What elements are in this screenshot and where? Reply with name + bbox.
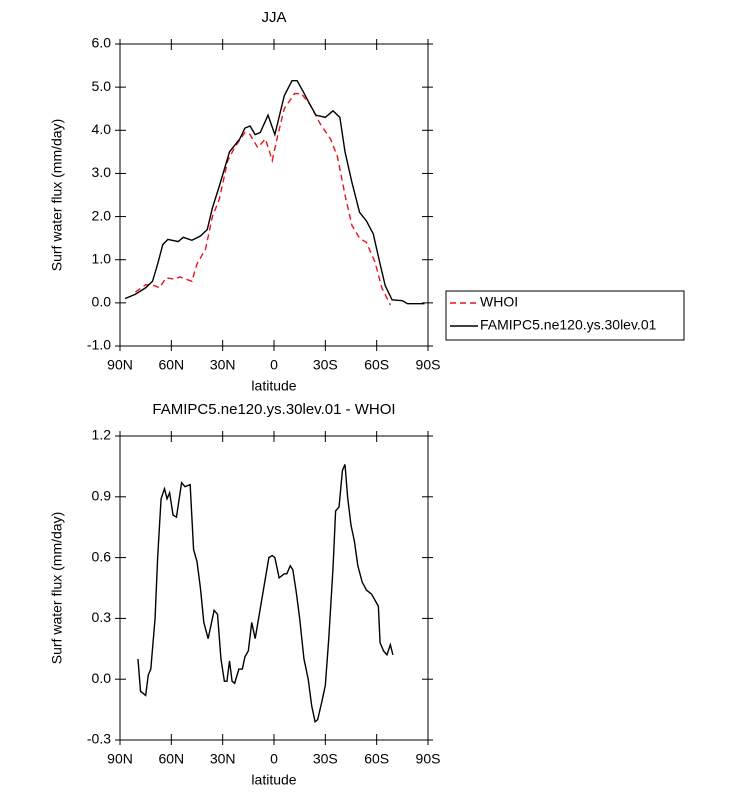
y-tick-label: 0.0	[92, 294, 112, 310]
plot-frame	[119, 435, 429, 741]
data-line	[134, 92, 391, 306]
y-tick-label: 0.6	[92, 548, 112, 564]
x-tick-label: 90N	[107, 751, 133, 767]
x-tick-label: 60N	[158, 357, 184, 373]
x-tick-label: 30N	[210, 357, 236, 373]
x-tick-label: 30N	[210, 751, 236, 767]
x-tick-label: 90S	[416, 357, 441, 373]
y-axis-label: Surf water flux (mm/day)	[49, 512, 65, 664]
y-tick-label: -0.3	[87, 731, 111, 747]
legend-label: FAMIPC5.ne120.ys.30lev.01	[480, 317, 657, 333]
y-tick-label: 2.0	[92, 207, 112, 223]
data-line	[137, 464, 394, 724]
y-tick-label: 0.0	[92, 670, 112, 686]
legend-box	[445, 290, 685, 341]
y-axis-label: Surf water flux (mm/day)	[49, 119, 65, 271]
plot-frame	[119, 43, 429, 347]
y-tick-label: -1.0	[87, 337, 111, 353]
chart-title: FAMIPC5.ne120.ys.30lev.01 - WHOI	[152, 401, 395, 418]
x-tick-label: 60S	[364, 751, 389, 767]
y-tick-label: 0.9	[92, 488, 112, 504]
data-line	[124, 79, 425, 305]
y-tick-label: 1.2	[92, 427, 112, 443]
x-tick-label: 60S	[364, 357, 389, 373]
x-tick-label: 90N	[107, 357, 133, 373]
legend-label: WHOI	[480, 294, 518, 310]
y-tick-label: 4.0	[92, 121, 112, 137]
x-tick-label: 30S	[313, 357, 338, 373]
y-tick-label: 5.0	[92, 78, 112, 94]
x-tick-label: 30S	[313, 751, 338, 767]
chart-title: JJA	[261, 9, 286, 26]
y-tick-label: 3.0	[92, 164, 112, 180]
y-tick-label: 1.0	[92, 250, 112, 266]
x-tick-label: 0	[270, 357, 278, 373]
x-tick-label: 0	[270, 751, 278, 767]
y-tick-label: 0.3	[92, 609, 112, 625]
x-axis-label: latitude	[251, 772, 296, 788]
y-tick-label: 6.0	[92, 35, 112, 51]
x-tick-label: 60N	[158, 751, 184, 767]
x-tick-label: 90S	[416, 751, 441, 767]
x-axis-label: latitude	[251, 378, 296, 394]
